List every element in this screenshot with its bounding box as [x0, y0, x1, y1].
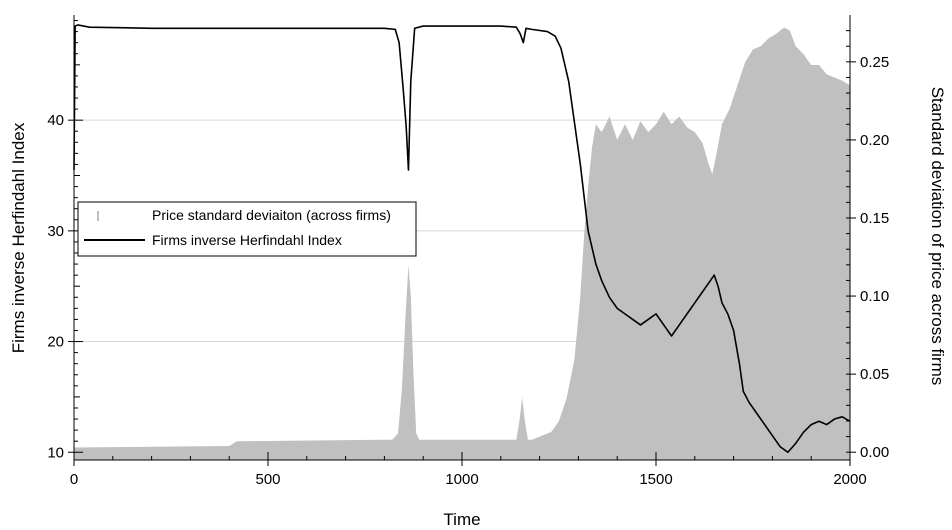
area-price-std	[74, 27, 850, 461]
y-left-tick-label-20: 20	[47, 334, 64, 351]
x-ticks: 0 500 1000 1500 2000	[70, 452, 867, 488]
x-tick-label-1500: 1500	[639, 471, 672, 488]
line-herfindahl	[73, 24, 851, 454]
y-right-tick-label-1: 0.05	[860, 366, 889, 383]
y-right-tick-label-2: 0.10	[860, 288, 889, 305]
y-left-ticks: 10 20 30 40	[47, 20, 83, 461]
y-left-tick-label-30: 30	[47, 223, 64, 240]
legend-label-herfindahl: Firms inverse Herfindahl Index	[152, 232, 342, 248]
x-axis-title: Time	[443, 510, 480, 529]
y-right-axis-title: Standard deviation of price across firms	[928, 87, 947, 386]
y-right-tick-label-4: 0.20	[860, 132, 889, 149]
y-left-tick-label-10: 10	[47, 444, 64, 461]
herfindahl-line-layer	[73, 24, 851, 454]
y-right-tick-label-3: 0.15	[860, 210, 889, 227]
y-left-axis-title: Firms inverse Herfindahl Index	[9, 122, 28, 353]
legend-label-price-std: Price standard deviaiton (across firms)	[152, 207, 391, 223]
y-right-tick-label-5: 0.25	[860, 54, 889, 71]
x-tick-label-0: 0	[70, 471, 78, 488]
x-tick-label-500: 500	[255, 471, 280, 488]
x-tick-label-2000: 2000	[833, 471, 866, 488]
legend-box	[77, 201, 417, 257]
y-left-tick-label-40: 40	[47, 112, 64, 129]
y-right-ticks: 0.00 0.05 0.10 0.15 0.20 0.25	[846, 30, 889, 461]
price-std-area-layer	[74, 27, 850, 461]
legend: Price standard deviaiton (across firms) …	[77, 201, 417, 257]
x-tick-label-1000: 1000	[445, 471, 478, 488]
y-right-tick-label-0: 0.00	[860, 444, 889, 461]
